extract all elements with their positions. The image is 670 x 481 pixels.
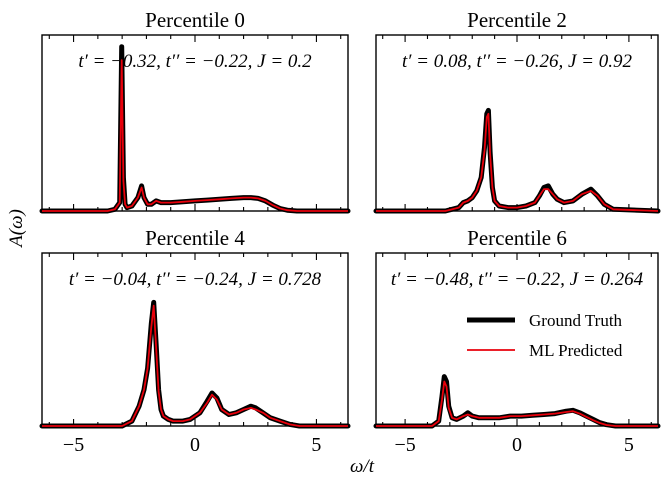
- panel-title: Percentile 6: [467, 226, 567, 250]
- x-tick-label: 0: [512, 434, 522, 456]
- ground-truth-line: [373, 107, 661, 214]
- panel-title: Percentile 2: [467, 8, 567, 32]
- panel-annotation: t′ = −0.48, t′′ = −0.22, J = 0.264: [391, 269, 644, 290]
- y-axis-label: A(ω): [6, 209, 27, 249]
- ml-predicted-line: [376, 112, 659, 212]
- panel-title: Percentile 0: [145, 8, 245, 32]
- ml-predicted-line: [42, 304, 348, 427]
- x-tick-label: 5: [624, 434, 634, 456]
- panel-annotation: t′ = −0.04, t′′ = −0.24, J = 0.728: [69, 269, 322, 290]
- x-tick-label: −5: [63, 434, 84, 456]
- panel-annotation: t′ = 0.08, t′′ = −0.26, J = 0.92: [402, 51, 632, 72]
- ground-truth-line: [373, 374, 661, 429]
- x-axis-label: ω/t: [350, 456, 375, 476]
- panel-annotation: t′ = −0.32, t′′ = −0.22, J = 0.2: [78, 51, 312, 72]
- x-tick-label: 0: [190, 434, 200, 456]
- ground-truth-line: [39, 299, 351, 429]
- x-tick-label: −5: [394, 434, 415, 456]
- ml-predicted-line: [376, 380, 658, 427]
- x-tick-label: 5: [311, 434, 321, 456]
- panel-title: Percentile 4: [145, 226, 245, 250]
- legend-label-ground-truth: Ground Truth: [529, 311, 623, 330]
- ml-predicted-line: [42, 59, 348, 212]
- legend-label-ml-predicted: ML Predicted: [529, 341, 623, 360]
